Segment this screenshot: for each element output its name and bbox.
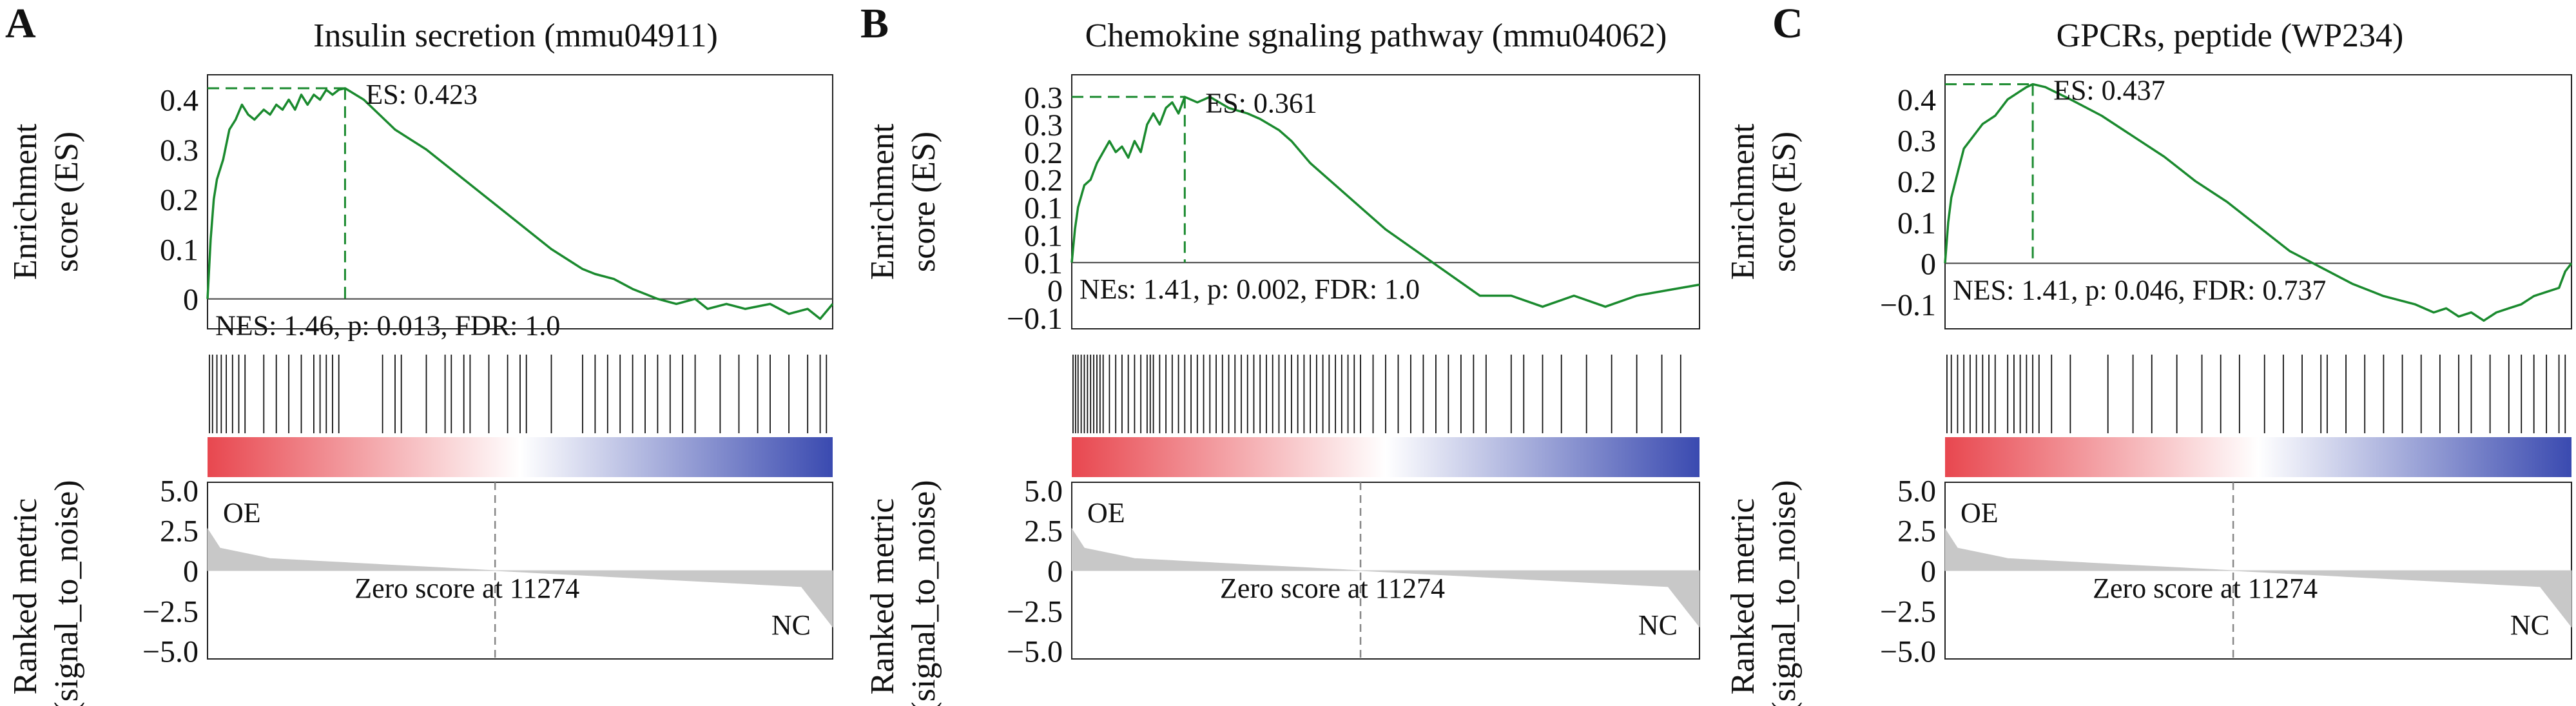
- ranking-bar: [1072, 437, 1700, 477]
- low-phenotype-label: NC: [1638, 609, 1678, 641]
- es-axis-label: score (ES): [905, 132, 942, 272]
- es-tick-label: −0.1: [1007, 302, 1063, 336]
- es-axis-label: Enrichment: [7, 123, 44, 280]
- panel-letter: C: [1772, 0, 1803, 47]
- es-tick-label: 0.1: [1024, 219, 1063, 253]
- low-phenotype-label: NC: [2510, 609, 2550, 641]
- high-phenotype-label: OE: [223, 497, 261, 529]
- stats-label: NES: 1.41, p: 0.046, FDR: 0.737: [1953, 274, 2326, 306]
- es-value-label: ES: 0.423: [365, 79, 478, 110]
- panel-title: Chemokine sgnaling pathway (mmu04062): [1085, 17, 1667, 54]
- metric-tick-label: 0: [1921, 554, 1936, 589]
- es-plot-frame: [1944, 74, 2572, 329]
- es-tick-label: 0.1: [160, 233, 199, 267]
- metric-tick-label: 5.0: [160, 474, 199, 508]
- stats-label: NEs: 1.41, p: 0.002, FDR: 1.0: [1080, 273, 1420, 305]
- metric-axis-label: (signal_to_noise): [1766, 480, 1803, 706]
- es-tick-label: 0.1: [1024, 246, 1063, 280]
- metric-tick-label: 0: [1047, 554, 1063, 589]
- es-curve: [206, 87, 834, 320]
- ranking-bar: [208, 437, 833, 477]
- low-phenotype-label: NC: [771, 609, 811, 641]
- metric-tick-label: 2.5: [1897, 515, 1936, 549]
- metric-tick-label: −5.0: [1007, 635, 1063, 669]
- es-tick-label: 0.1: [1024, 191, 1063, 226]
- high-phenotype-label: OE: [1961, 497, 1999, 529]
- es-tick-label: 0.3: [1024, 81, 1063, 115]
- es-value-label: ES: 0.437: [2053, 75, 2165, 106]
- es-tick-label: 0.4: [160, 84, 199, 118]
- metric-tick-label: −2.5: [142, 594, 199, 629]
- es-tick-label: 0.2: [1024, 164, 1063, 198]
- metric-axis-label: (signal_to_noise): [905, 480, 942, 706]
- es-tick-label: 0: [1047, 274, 1063, 308]
- metric-area: [1071, 527, 1700, 628]
- es-tick-label: 0.3: [1897, 124, 1936, 159]
- metric-tick-label: −5.0: [142, 635, 199, 669]
- es-curve: [1070, 95, 1700, 308]
- metric-area: [1944, 527, 2572, 628]
- stats-label: NES: 1.46, p: 0.013, FDR: 1.0: [215, 310, 560, 342]
- metric-tick-label: 5.0: [1024, 474, 1063, 508]
- metric-tick-label: 5.0: [1897, 474, 1936, 508]
- zero-score-label: Zero score at 11274: [354, 573, 579, 604]
- metric-tick-label: −5.0: [1880, 635, 1936, 669]
- es-plot-frame: [207, 74, 833, 329]
- es-axis-label: score (ES): [1766, 132, 1803, 272]
- metric-area: [207, 527, 833, 628]
- metric-axis-label: Ranked metric: [1725, 498, 1761, 695]
- zero-score-label: Zero score at 11274: [1220, 573, 1445, 604]
- metric-tick-label: −2.5: [1007, 594, 1063, 629]
- panel-b: B Chemokine sgnaling pathway (mmu04062) En…: [860, 0, 1700, 706]
- metric-tick-label: 0: [183, 554, 199, 589]
- panel-letter: A: [5, 0, 36, 47]
- es-tick-label: 0.4: [1897, 83, 1936, 117]
- high-phenotype-label: OE: [1087, 497, 1125, 529]
- es-tick-label: 0: [1921, 247, 1936, 281]
- metric-axis-label: Ranked metric: [864, 498, 901, 695]
- es-axis-label: Enrichment: [1725, 123, 1761, 280]
- es-tick-label: 0.3: [160, 133, 199, 168]
- panel-c: C GPCRs, peptide (WP234) Enrichment score (…: [1725, 0, 2573, 706]
- metric-axis-label: (signal_to_noise): [48, 480, 85, 706]
- panel-title: GPCRs, peptide (WP234): [2057, 17, 2404, 54]
- metric-tick-label: 2.5: [160, 515, 199, 549]
- metric-tick-label: −2.5: [1880, 594, 1936, 629]
- es-plot-frame: [1071, 74, 1700, 329]
- metric-axis-label: Ranked metric: [7, 498, 44, 695]
- es-curve: [1944, 83, 2573, 322]
- es-tick-label: 0.2: [1024, 136, 1063, 170]
- es-value-label: ES: 0.361: [1205, 87, 1317, 119]
- metric-tick-label: 2.5: [1024, 515, 1063, 549]
- es-tick-label: 0.2: [160, 183, 199, 217]
- panel-title: Insulin secretion (mmu04911): [313, 17, 718, 54]
- es-tick-label: 0.3: [1024, 108, 1063, 142]
- es-tick-label: 0.2: [1897, 165, 1936, 199]
- ranking-bar: [1945, 437, 2571, 477]
- panel-a: A Insulin secretion (mmu04911) Enrichment s…: [5, 0, 834, 706]
- es-tick-label: 0.1: [1897, 206, 1936, 240]
- es-axis-label: Enrichment: [864, 123, 901, 280]
- panel-letter: B: [860, 0, 889, 47]
- es-tick-label: 0: [183, 283, 199, 317]
- es-axis-label: score (ES): [48, 132, 85, 272]
- zero-score-label: Zero score at 11274: [2093, 573, 2318, 604]
- es-tick-label: −0.1: [1880, 288, 1936, 322]
